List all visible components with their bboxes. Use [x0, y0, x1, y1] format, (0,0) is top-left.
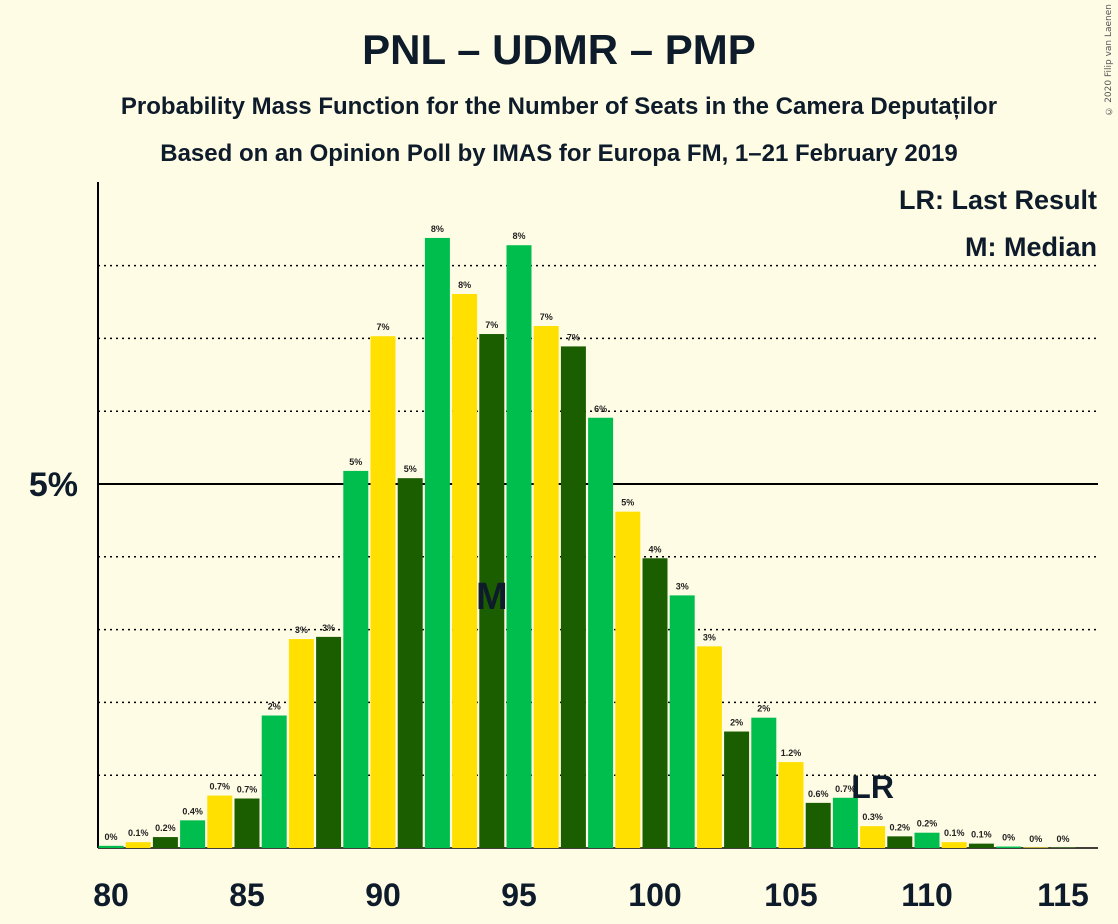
bar-label-seat-101: 3%: [676, 581, 689, 591]
bar-label-seat-87: 3%: [295, 625, 308, 635]
bar-label-seat-105: 1.2%: [781, 748, 802, 758]
bar-seat-104: [751, 717, 777, 848]
chart-title: PNL – UDMR – PMP: [362, 26, 756, 73]
bar-seat-83: [180, 820, 206, 848]
x-tick-labels: 80 85 90 95 100 105 110 115: [93, 877, 1089, 913]
x-tick-label-80: 80: [93, 877, 129, 913]
bar-seat-111: [941, 842, 967, 848]
bar-seat-106: [805, 802, 831, 848]
bar-label-seat-90: 7%: [376, 322, 389, 332]
x-tick-label-100: 100: [628, 877, 681, 913]
bars: [98, 237, 1076, 849]
bar-seat-114: [1023, 847, 1049, 848]
bar-seat-89: [343, 470, 369, 848]
bar-seat-115: [1050, 847, 1076, 848]
bar-label-seat-111: 0.1%: [944, 828, 965, 838]
bar-label-seat-80: 0%: [104, 832, 117, 842]
bar-label-seat-104: 2%: [757, 704, 770, 714]
bar-seat-101: [669, 595, 695, 848]
bar-seat-90: [370, 336, 396, 848]
copyright-notice: © 2020 Filip van Laenen: [1104, 4, 1114, 116]
bar-label-seat-97: 7%: [567, 332, 580, 342]
last-result-marker: LR: [851, 769, 894, 805]
bar-label-seat-109: 0.2%: [890, 822, 911, 832]
bar-seat-98: [588, 417, 614, 848]
bar-label-seat-82: 0.2%: [155, 823, 176, 833]
chart-subtitle-1: Probability Mass Function for the Number…: [121, 93, 997, 120]
bar-label-seat-89: 5%: [349, 457, 362, 467]
bar-label-seat-85: 0.7%: [237, 784, 258, 794]
bar-label-seat-92: 8%: [431, 224, 444, 234]
bar-label-seat-93: 8%: [458, 280, 471, 290]
bar-label-seat-103: 2%: [730, 718, 743, 728]
bar-seat-86: [261, 715, 287, 848]
bar-seat-84: [207, 795, 233, 848]
x-tick-label-90: 90: [365, 877, 401, 913]
bar-seat-102: [696, 646, 722, 848]
bar-seat-96: [533, 326, 559, 848]
bar-seat-107: [832, 797, 858, 848]
bar-label-seat-113: 0%: [1002, 833, 1015, 843]
y-tick-label-5: 5%: [29, 466, 78, 504]
bar-label-seat-84: 0.7%: [210, 782, 231, 792]
bar-seat-108: [860, 826, 886, 848]
bar-label-seat-94: 7%: [485, 320, 498, 330]
x-tick-label-105: 105: [764, 877, 817, 913]
x-tick-label-110: 110: [901, 877, 953, 913]
bar-label-seat-95: 8%: [512, 231, 525, 241]
bar-label-seat-112: 0.1%: [971, 830, 992, 840]
bar-seat-105: [778, 762, 804, 848]
bar-seat-81: [125, 842, 151, 848]
bar-seat-91: [397, 478, 423, 848]
bar-label-seat-115: 0%: [1056, 834, 1069, 844]
bar-label-seat-106: 0.6%: [808, 789, 829, 799]
bar-seat-80: [98, 845, 124, 848]
bar-label-seat-100: 4%: [648, 544, 661, 554]
bar-label-seat-99: 5%: [621, 498, 634, 508]
bar-label-seat-108: 0.3%: [862, 812, 883, 822]
bar-seat-87: [288, 639, 314, 848]
bar-value-labels: 0% 0.1% 0.2% 0.4% 0.7% 0.7% 2% 3% 3% 5% 7% 5% 8% 8% 7%…: [104, 224, 1069, 844]
bar-seat-99: [615, 511, 641, 848]
bar-label-seat-107: 0.7%: [835, 784, 856, 794]
bar-seat-85: [234, 798, 260, 848]
bar-seat-93: [452, 293, 478, 848]
legend-median: M: Median: [965, 232, 1097, 262]
bar-seat-95: [506, 245, 532, 848]
bar-seat-100: [642, 558, 668, 848]
chart-subtitle-2: Based on an Opinion Poll by IMAS for Eur…: [160, 140, 958, 167]
bar-label-seat-96: 7%: [540, 312, 553, 322]
bar-label-seat-110: 0.2%: [917, 819, 938, 829]
bar-label-seat-86: 2%: [268, 702, 281, 712]
legend-last-result: LR: Last Result: [899, 185, 1097, 215]
bar-label-seat-83: 0.4%: [182, 806, 203, 816]
median-marker: M: [476, 576, 508, 618]
bar-seat-103: [724, 731, 750, 848]
bar-seat-82: [152, 837, 178, 848]
bar-seat-112: [968, 843, 994, 848]
bar-label-seat-102: 3%: [703, 632, 716, 642]
bar-seat-110: [914, 832, 940, 848]
bar-label-seat-91: 5%: [404, 464, 417, 474]
bar-seat-113: [996, 846, 1022, 848]
bar-seat-88: [316, 636, 342, 848]
bar-label-seat-98: 6%: [594, 404, 607, 414]
x-tick-label-115: 115: [1037, 877, 1089, 913]
bar-seat-109: [887, 836, 913, 848]
bar-seat-97: [560, 346, 586, 848]
bar-label-seat-81: 0.1%: [128, 828, 149, 838]
bar-seat-92: [424, 237, 450, 848]
x-tick-label-95: 95: [501, 877, 537, 913]
bar-seat-94: [479, 334, 505, 849]
bar-label-seat-88: 3%: [322, 623, 335, 633]
bar-label-seat-114: 0%: [1029, 834, 1042, 844]
x-tick-label-85: 85: [229, 877, 265, 913]
